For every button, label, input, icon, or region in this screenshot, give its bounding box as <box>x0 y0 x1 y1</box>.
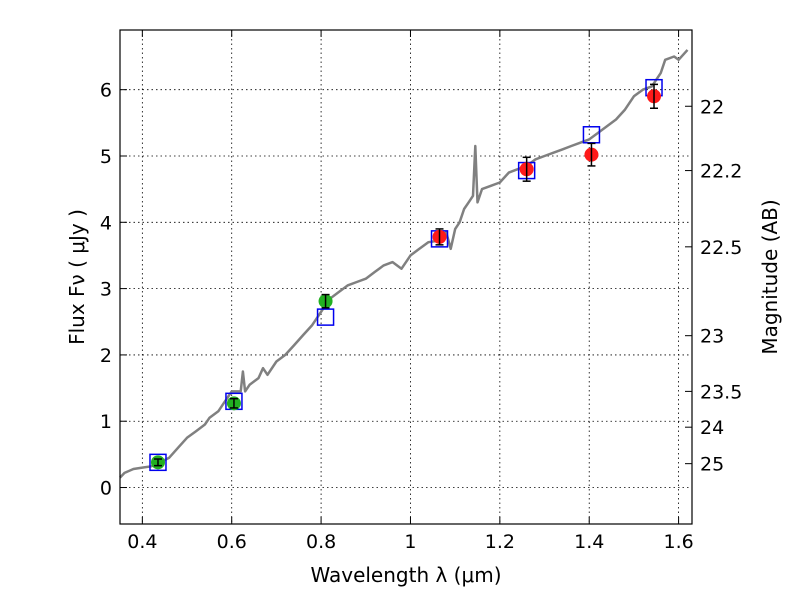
right-tick-label: 22 <box>700 96 724 118</box>
y-tick-label: 1 <box>100 411 112 433</box>
error-bars <box>153 83 659 467</box>
x-tick-label: 0.8 <box>306 531 336 553</box>
right-axis-ticks: 22 22.2 22.5 23 23.5 24 25 <box>685 96 742 476</box>
y-axis-label: Flux Fν ( μJy ) <box>65 209 89 345</box>
y-tick-label: 3 <box>100 279 112 301</box>
x-tick-label: 1 <box>404 531 416 553</box>
right-tick-label: 23 <box>700 326 724 348</box>
x-tick-label: 0.4 <box>127 531 157 553</box>
grid-lines <box>120 30 692 524</box>
y-tick-label: 4 <box>100 212 112 234</box>
right-tick-label: 23.5 <box>700 381 742 403</box>
right-tick-label: 25 <box>700 454 724 476</box>
y-tick-label: 6 <box>100 80 112 102</box>
y-tick-label: 5 <box>100 146 112 168</box>
right-tick-label: 22.2 <box>700 161 742 183</box>
right-axis-label: Magnitude (AB) <box>758 199 782 354</box>
x-tick-label: 1.4 <box>574 531 604 553</box>
model-photometry-box <box>316 308 335 326</box>
x-tick-label: 1.6 <box>663 531 693 553</box>
plot-frame <box>119 29 693 525</box>
x-axis-label: Wavelength λ (μm) <box>310 563 501 587</box>
x-tick-label: 1.2 <box>485 531 515 553</box>
y-tick-label: 0 <box>100 478 112 500</box>
right-tick-label: 24 <box>700 417 724 439</box>
model-spectrum-line <box>119 49 689 479</box>
right-tick-label: 22.5 <box>700 237 742 259</box>
model-photometry-box <box>149 453 167 472</box>
x-tick-label: 0.6 <box>217 531 247 553</box>
x-axis-ticks: 0.4 0.6 0.8 1 1.2 1.4 1.6 <box>127 30 694 553</box>
y-tick-label: 2 <box>100 345 112 367</box>
y-axis-ticks: 0 1 2 3 4 5 6 <box>100 80 127 500</box>
model-spectrum <box>119 49 689 479</box>
